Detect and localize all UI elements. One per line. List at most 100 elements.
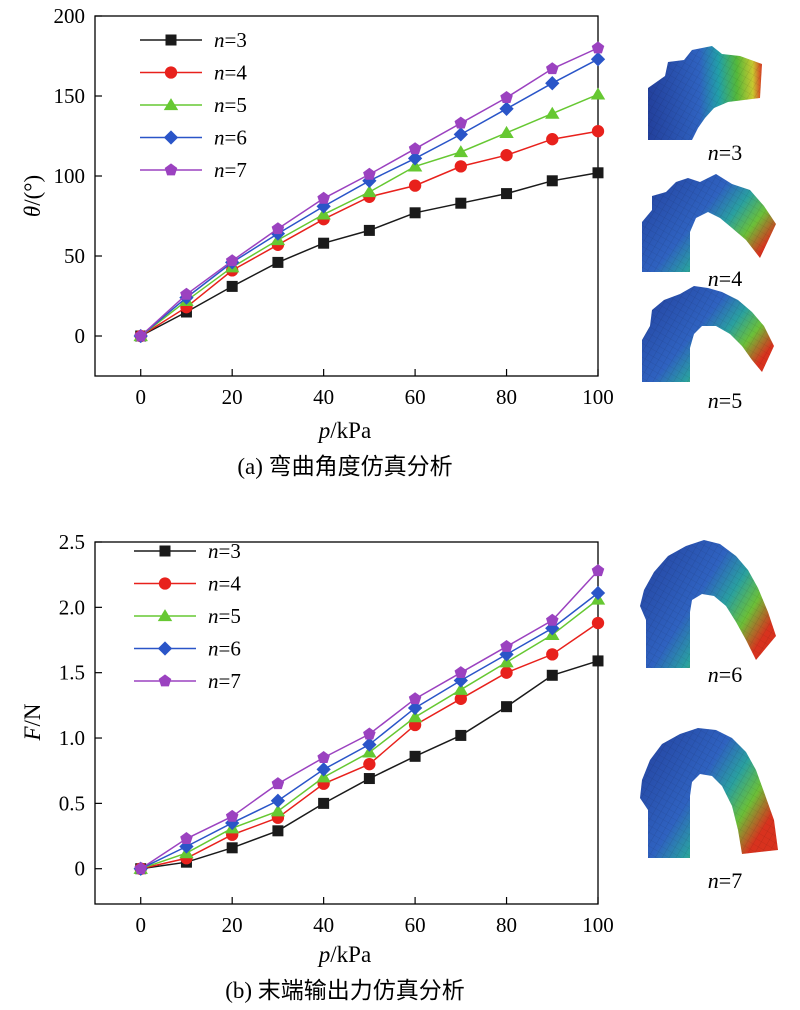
- thumbnail-label: n=5: [708, 388, 742, 413]
- thumbnail-label-value: =3: [719, 140, 742, 165]
- data-point: [546, 648, 559, 661]
- thumbnail-label: n=4: [708, 266, 742, 291]
- data-point: [226, 280, 238, 292]
- x-axis-title-unit: /kPa: [330, 418, 371, 443]
- legend-marker: [163, 130, 179, 145]
- thumbnail-label: n=3: [708, 140, 742, 165]
- data-point: [591, 125, 605, 138]
- legend-label-value: =5: [225, 93, 247, 117]
- data-point: [501, 188, 513, 200]
- legend-marker: [164, 66, 178, 79]
- fe-thumbnail-a1: n=3: [648, 46, 762, 165]
- data-point: [454, 160, 467, 173]
- y-axis-title-unit: /(°): [20, 175, 45, 206]
- legend-entry: n=6: [134, 637, 241, 661]
- y-tick-label: 0: [75, 857, 86, 881]
- data-point: [363, 727, 376, 740]
- data-point: [271, 222, 285, 235]
- data-point: [453, 145, 469, 158]
- data-point: [409, 750, 421, 762]
- legend-label-value: =3: [219, 539, 241, 563]
- data-point: [408, 692, 422, 705]
- x-tick-label: 60: [405, 913, 426, 937]
- y-axis-title-symbol: F: [20, 726, 45, 742]
- data-point: [591, 41, 605, 54]
- thumbnail-label: n=6: [708, 662, 742, 687]
- data-point: [546, 175, 558, 187]
- data-point: [318, 237, 330, 249]
- data-point: [501, 701, 513, 713]
- data-point: [546, 62, 559, 75]
- legend-label-value: =7: [219, 669, 241, 693]
- x-axis-ticks: 0 20 40 60 80 100: [135, 897, 614, 937]
- legend-entry: n=7: [140, 158, 247, 182]
- data-point: [499, 125, 514, 138]
- data-point: [134, 862, 147, 875]
- data-point: [408, 179, 422, 192]
- data-point: [499, 101, 514, 116]
- data-point: [270, 793, 286, 808]
- thumbnail-label-value: =5: [719, 388, 742, 413]
- thumbnail-label-symbol: n: [708, 266, 719, 291]
- x-tick-label: 60: [405, 385, 426, 409]
- data-point: [546, 613, 559, 626]
- x-tick-label: 80: [496, 385, 517, 409]
- data-point: [591, 616, 605, 630]
- y-axis-title-unit: /N: [20, 703, 45, 726]
- data-point: [270, 804, 286, 817]
- x-tick-label: 40: [313, 913, 334, 937]
- legend-label-value: =3: [225, 28, 247, 52]
- x-tick-label: 100: [582, 913, 614, 937]
- series-group: [133, 41, 606, 344]
- legend-label: n=7: [208, 669, 241, 693]
- data-point: [225, 809, 239, 822]
- x-axis-title-unit: /kPa: [330, 942, 371, 967]
- legend-marker: [164, 163, 178, 176]
- legend-marker: [163, 98, 179, 111]
- thumbnail-label-symbol: n: [708, 388, 719, 413]
- thumbnail-label-value: =7: [719, 868, 742, 893]
- data-point: [318, 797, 330, 809]
- panel-caption: (a) 弯曲角度仿真分析: [237, 454, 452, 479]
- legend-label-value: =5: [219, 604, 241, 628]
- y-tick-label: 100: [54, 164, 86, 188]
- data-point: [453, 127, 468, 142]
- legend-label: n=5: [214, 93, 247, 117]
- data-point: [592, 167, 604, 179]
- legend-entry: n=4: [134, 572, 241, 596]
- data-point: [407, 151, 423, 166]
- legend-label: n=3: [208, 539, 241, 563]
- data-point: [407, 700, 423, 716]
- legend-label-symbol: n: [214, 28, 225, 52]
- y-tick-label: 200: [54, 4, 86, 28]
- data-point: [592, 655, 604, 667]
- x-axis-ticks: 0 20 40 60 80 100: [135, 369, 614, 409]
- legend-label-symbol: n: [208, 669, 219, 693]
- data-point: [453, 682, 469, 695]
- legend-label: n=6: [214, 126, 247, 150]
- data-point: [316, 762, 331, 777]
- y-tick-label: 1.5: [59, 661, 85, 685]
- legend-label-symbol: n: [208, 572, 219, 596]
- plot-frame: [94, 15, 599, 377]
- y-tick-label: 150: [54, 84, 86, 108]
- y-tick-label: 0.5: [59, 791, 85, 815]
- data-point: [590, 52, 606, 67]
- x-axis-title-symbol: p: [317, 942, 331, 967]
- legend-label: n=4: [208, 572, 241, 596]
- fe-thumbnail-a3: n=5: [642, 286, 774, 413]
- data-point: [225, 254, 239, 267]
- data-point: [362, 737, 377, 752]
- legend-label-value: =6: [225, 126, 247, 150]
- data-point: [546, 669, 558, 681]
- legend-label-symbol: n: [208, 604, 219, 628]
- data-point: [454, 692, 467, 705]
- data-point: [317, 191, 330, 204]
- chart-panel-b: 0 20 40 60 80 100 00.51.01.52.02.5 n=3n=4n=5n…: [20, 530, 778, 1003]
- data-point: [455, 729, 467, 741]
- legend-entry: n=6: [140, 126, 247, 150]
- legend-label-symbol: n: [214, 126, 225, 150]
- legend-entry: n=4: [140, 61, 247, 85]
- series-group: [133, 564, 606, 876]
